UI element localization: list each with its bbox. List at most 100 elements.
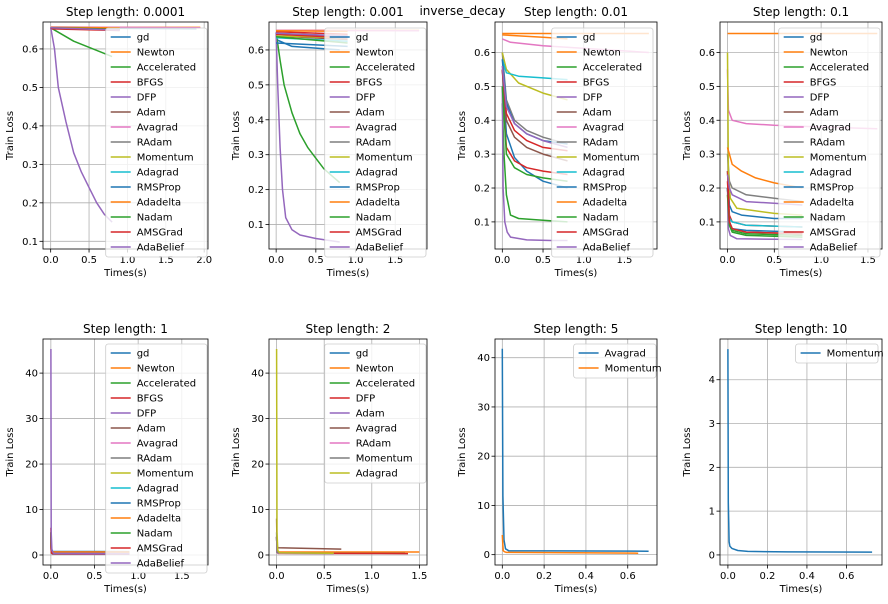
legend-label: RMSProp xyxy=(810,183,854,194)
legend: gd Newton Accelerated BFGS DFP Adam Avagrad RAd… xyxy=(324,27,427,258)
legend-label: AdaBelief xyxy=(356,243,404,254)
x-axis-label: Times(s) xyxy=(779,584,823,595)
y-tick-label: 10 xyxy=(25,505,38,516)
legend-label: RAdam xyxy=(356,138,391,149)
y-tick-label: 30 xyxy=(477,402,490,413)
y-tick-label: 0.5 xyxy=(699,82,715,93)
legend-label: gd xyxy=(356,33,369,44)
x-axis-label: Times(s) xyxy=(103,268,147,279)
axes-frame xyxy=(268,338,428,566)
legend-label: Newton xyxy=(356,364,394,375)
y-tick-label: 20 xyxy=(25,460,38,471)
legend-label: Accelerated xyxy=(137,379,196,390)
x-tick-label: 0.5 xyxy=(308,255,324,266)
legend-label: AMSGrad xyxy=(137,228,183,239)
legend-label: Adam xyxy=(583,108,612,119)
y-tick-label: 0.1 xyxy=(699,217,715,228)
series-group xyxy=(501,348,649,554)
y-tick-label: 0.6 xyxy=(22,44,38,55)
legend-label: RAdam xyxy=(356,439,391,450)
legend-label: Nadam xyxy=(810,213,846,224)
y-tick-label: 0.1 xyxy=(474,217,490,228)
y-tick-label: 0.6 xyxy=(699,48,715,59)
series-line-avagrad xyxy=(501,348,649,552)
legend-label: RMSProp xyxy=(137,499,181,510)
series-line-momentum xyxy=(275,532,334,554)
x-tick-label: 1.0 xyxy=(348,255,364,266)
chart-4: 0.0 0.5 1.0 1.5 0.1 0.2 0.3 0.4 0.5 0.6 Step lengt… xyxy=(682,5,883,279)
legend-label: Avagrad xyxy=(137,439,178,450)
series-line-momentum xyxy=(501,52,568,101)
legend-label: BFGS xyxy=(137,78,164,89)
legend-label: gd xyxy=(356,349,369,360)
y-tick-label: 10 xyxy=(477,501,490,512)
grid xyxy=(720,339,882,565)
y-tick-label: 40 xyxy=(251,369,264,380)
legend-label: Newton xyxy=(137,48,175,59)
legend-box xyxy=(778,27,881,258)
chart-title: Step length: 5 xyxy=(534,322,619,336)
legend-label: Accelerated xyxy=(137,63,196,74)
y-tick-label: 0.2 xyxy=(22,198,38,209)
chart-title: Step length: 0.01 xyxy=(524,5,628,19)
x-tick-label: 1.0 xyxy=(576,255,592,266)
series-line-dfp xyxy=(275,536,409,555)
y-tick-label: 0.3 xyxy=(474,150,490,161)
series-group xyxy=(727,349,873,553)
y-tick-label: 0.2 xyxy=(474,184,490,195)
series-group xyxy=(275,348,420,555)
series-line-avagrad xyxy=(275,518,342,550)
x-tick-label: 1.5 xyxy=(158,255,174,266)
x-tick-label: 0.0 xyxy=(269,571,285,582)
x-axis-label: Times(s) xyxy=(103,584,147,595)
legend: gd Newton Accelerated DFP Adam Avagrad RAdam Mo… xyxy=(324,343,427,484)
x-tick-label: 1.0 xyxy=(119,255,135,266)
legend-label: Adagrad xyxy=(810,168,852,179)
chart-5: 0.0 0.5 1.0 1.5 0 10 20 30 40 Step length: 1 Times… xyxy=(5,322,209,595)
legend: Avagrad Momentum xyxy=(573,343,662,379)
x-tick-label: 1.0 xyxy=(130,571,146,582)
legend-label: DFP xyxy=(583,93,602,104)
x-tick-label: 0.0 xyxy=(494,255,510,266)
y-tick-label: 30 xyxy=(25,414,38,425)
legend-label: RMSProp xyxy=(356,183,400,194)
legend-label: Adagrad xyxy=(137,484,179,495)
legend-label: Adagrad xyxy=(356,168,398,179)
y-tick-label: 0.6 xyxy=(474,48,490,59)
y-axis-label: Train Loss xyxy=(457,427,468,477)
y-tick-label: 40 xyxy=(25,369,38,380)
legend-label: RAdam xyxy=(810,138,845,149)
y-tick-label: 20 xyxy=(477,452,490,463)
x-axis-label: Times(s) xyxy=(554,268,598,279)
legend: gd Newton Accelerated BFGS DFP Adam Avagrad RAd… xyxy=(778,27,881,258)
legend-label: Adam xyxy=(356,409,385,420)
x-tick-label: 0.0 xyxy=(43,255,59,266)
legend-label: DFP xyxy=(356,394,375,405)
x-axis-label: Times(s) xyxy=(779,268,823,279)
x-tick-label: 1.0 xyxy=(364,571,380,582)
y-axis-label: Train Loss xyxy=(231,427,242,477)
legend-label: Accelerated xyxy=(356,63,415,74)
x-tick-label: 1.5 xyxy=(411,571,427,582)
legend: Momentum xyxy=(795,343,884,364)
legend-label: Newton xyxy=(583,48,621,59)
legend-label: Adagrad xyxy=(137,168,179,179)
y-axis-label: Train Loss xyxy=(5,111,16,161)
legend-label: Accelerated xyxy=(356,379,415,390)
legend-label: AdaBelief xyxy=(137,559,185,570)
chart-title: Step length: 0.0001 xyxy=(66,5,185,19)
x-tick-label: 0.4 xyxy=(799,571,815,582)
x-tick-label: 0.6 xyxy=(620,571,636,582)
legend-label: gd xyxy=(137,349,150,360)
legend-label: Accelerated xyxy=(810,63,869,74)
legend-label: BFGS xyxy=(137,394,164,405)
x-tick-label: 0.5 xyxy=(535,255,551,266)
x-tick-label: 0.5 xyxy=(316,571,332,582)
legend-label: Adadelta xyxy=(356,198,400,209)
y-tick-label: 10 xyxy=(251,505,264,516)
legend-label: Adadelta xyxy=(137,198,181,209)
y-tick-label: 0.6 xyxy=(248,45,264,56)
legend-label: Avagrad xyxy=(810,123,851,134)
legend-label: AMSGrad xyxy=(356,228,402,239)
chart-8: 0.0 0.2 0.4 0.6 0 1 2 3 4 Step length: 10 Times(s)… xyxy=(682,322,884,595)
